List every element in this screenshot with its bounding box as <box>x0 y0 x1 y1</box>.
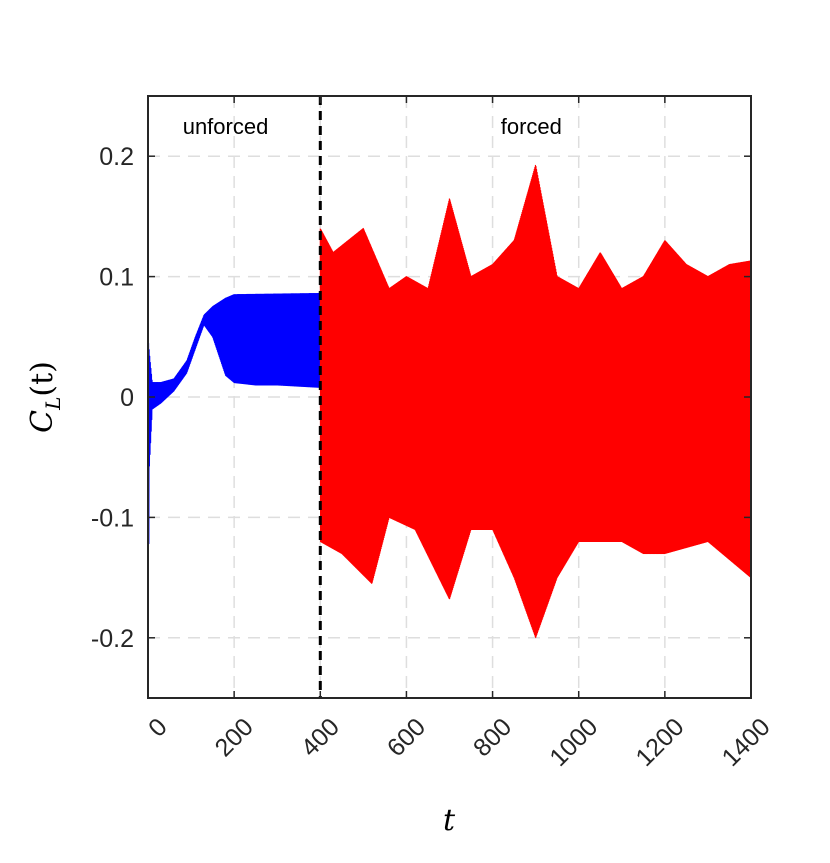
y-axis-title: CL(t) <box>25 361 65 433</box>
x-axis-title: t <box>443 803 456 838</box>
y-tick-label: 0.2 <box>99 143 134 171</box>
series-line-forced <box>319 164 752 639</box>
y-axis-title-subscript: L <box>41 397 65 411</box>
series-layer <box>147 164 752 648</box>
y-tick-label: -0.1 <box>91 504 134 532</box>
y-tick-label: -0.2 <box>91 625 134 653</box>
series-line-unforced <box>147 292 321 648</box>
region-labels: unforced forced <box>183 114 562 139</box>
y-tick-label: 0 <box>120 384 134 412</box>
axis-ticks <box>147 96 752 698</box>
y-axis-title-main: C <box>25 410 60 433</box>
y-tick-label: 0.1 <box>99 264 134 292</box>
region-label-forced: forced <box>501 114 562 139</box>
y-axis-title-argument: (t) <box>25 361 60 396</box>
region-label-unforced: unforced <box>183 114 269 139</box>
